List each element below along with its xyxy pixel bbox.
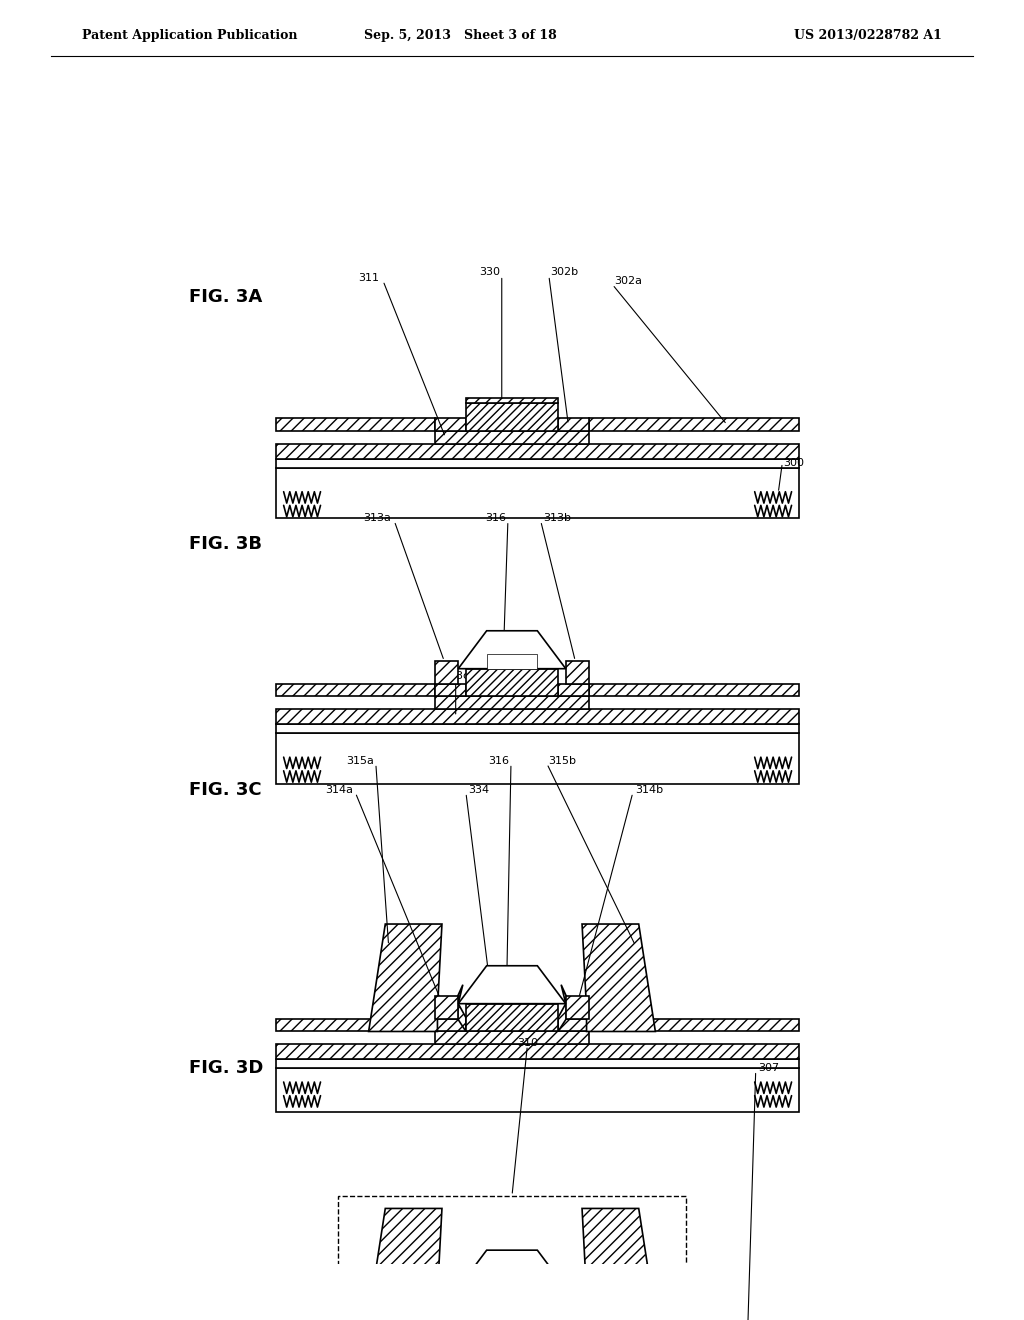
Polygon shape bbox=[558, 1269, 566, 1316]
Bar bbox=[276, 733, 799, 784]
Bar bbox=[435, 1303, 466, 1316]
Bar bbox=[435, 418, 466, 432]
Bar bbox=[466, 399, 558, 403]
Polygon shape bbox=[458, 985, 466, 1031]
Text: 316: 316 bbox=[484, 513, 506, 523]
Bar bbox=[276, 725, 799, 733]
Bar bbox=[558, 1019, 589, 1031]
Bar bbox=[589, 418, 799, 432]
Text: 313b: 313b bbox=[543, 513, 570, 523]
Bar bbox=[276, 709, 799, 725]
Bar bbox=[466, 1003, 558, 1031]
Bar bbox=[276, 1068, 799, 1113]
Bar bbox=[276, 1059, 799, 1068]
Text: 302a: 302a bbox=[614, 276, 642, 285]
Polygon shape bbox=[369, 924, 442, 1031]
Bar bbox=[276, 1044, 799, 1059]
Bar bbox=[558, 684, 589, 697]
Bar bbox=[589, 684, 799, 697]
Bar bbox=[276, 1303, 435, 1316]
Text: 314a: 314a bbox=[326, 785, 353, 795]
Text: 315a: 315a bbox=[346, 756, 374, 766]
Bar bbox=[276, 467, 799, 519]
Text: FIG. 3B: FIG. 3B bbox=[189, 535, 262, 553]
Text: 310: 310 bbox=[517, 1038, 538, 1048]
Bar bbox=[566, 1280, 589, 1303]
Text: 314b: 314b bbox=[635, 785, 663, 795]
Bar bbox=[435, 1280, 458, 1303]
Polygon shape bbox=[582, 1208, 655, 1316]
Bar bbox=[589, 1303, 799, 1316]
Bar bbox=[466, 403, 558, 432]
Polygon shape bbox=[369, 1208, 442, 1316]
Polygon shape bbox=[459, 966, 565, 1003]
Bar bbox=[435, 1316, 589, 1320]
Text: 307: 307 bbox=[758, 1063, 779, 1073]
Text: FIG. 3A: FIG. 3A bbox=[189, 288, 263, 306]
Bar bbox=[486, 653, 538, 669]
Bar bbox=[276, 684, 435, 697]
Bar bbox=[589, 1019, 799, 1031]
Bar bbox=[558, 1303, 589, 1316]
Bar bbox=[276, 459, 799, 467]
Text: FIG. 3C: FIG. 3C bbox=[189, 781, 262, 799]
Text: FIG. 3D: FIG. 3D bbox=[189, 1059, 264, 1077]
Bar bbox=[435, 1031, 589, 1044]
Text: 330: 330 bbox=[478, 267, 500, 277]
Polygon shape bbox=[459, 1250, 565, 1288]
Bar bbox=[566, 661, 589, 684]
Bar bbox=[276, 1019, 435, 1031]
Bar bbox=[558, 418, 589, 432]
Bar bbox=[276, 418, 435, 432]
Text: 311: 311 bbox=[357, 273, 379, 282]
Bar bbox=[435, 1019, 466, 1031]
Polygon shape bbox=[459, 631, 565, 669]
Text: Patent Application Publication: Patent Application Publication bbox=[82, 29, 297, 42]
Text: Sep. 5, 2013   Sheet 3 of 18: Sep. 5, 2013 Sheet 3 of 18 bbox=[365, 29, 557, 42]
Bar bbox=[566, 997, 589, 1019]
Bar bbox=[276, 444, 799, 459]
Bar bbox=[435, 684, 466, 697]
Bar bbox=[466, 669, 558, 697]
Bar bbox=[466, 1288, 558, 1316]
Text: 334: 334 bbox=[468, 785, 489, 795]
Text: 300: 300 bbox=[783, 458, 805, 467]
Polygon shape bbox=[458, 1269, 466, 1316]
Text: 316: 316 bbox=[487, 756, 509, 766]
Text: US 2013/0228782 A1: US 2013/0228782 A1 bbox=[795, 29, 942, 42]
Polygon shape bbox=[582, 924, 655, 1031]
Polygon shape bbox=[558, 985, 566, 1031]
Bar bbox=[338, 1196, 686, 1320]
Text: 313c: 313c bbox=[442, 672, 469, 681]
Bar bbox=[435, 661, 458, 684]
Bar bbox=[435, 432, 589, 444]
Bar bbox=[435, 697, 589, 709]
Text: 313a: 313a bbox=[364, 513, 391, 523]
Text: 315b: 315b bbox=[548, 756, 575, 766]
Bar bbox=[435, 997, 458, 1019]
Text: 302b: 302b bbox=[550, 267, 578, 277]
